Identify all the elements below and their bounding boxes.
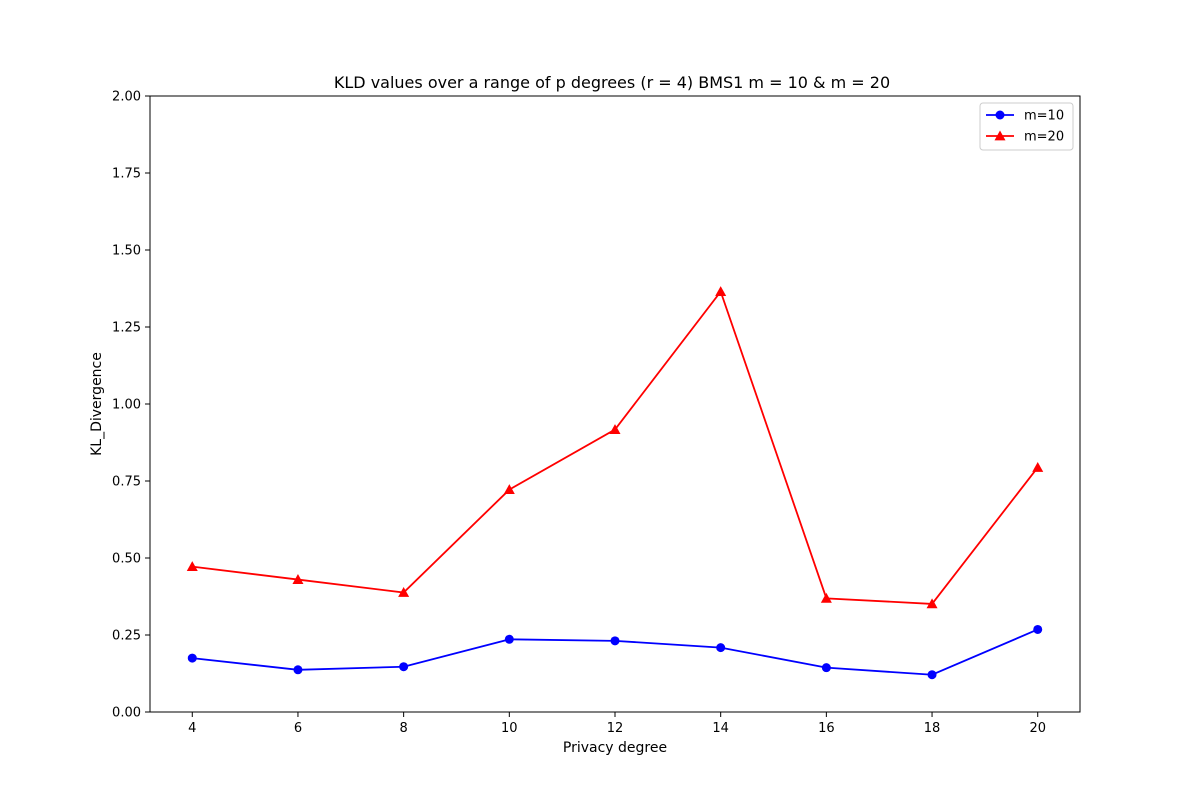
x-tick-label: 12 — [607, 721, 624, 736]
x-tick-label: 8 — [399, 721, 407, 736]
data-point — [1033, 624, 1043, 634]
data-point — [399, 662, 409, 672]
data-point — [187, 653, 197, 663]
data-point — [610, 636, 620, 646]
y-axis-label: KL_Divergence — [89, 352, 105, 456]
x-axis-label: Privacy degree — [563, 740, 667, 756]
x-tick-label: 4 — [188, 721, 196, 736]
legend-marker — [995, 110, 1005, 120]
x-tick-label: 14 — [712, 721, 729, 736]
y-tick-label: 0.50 — [112, 552, 141, 567]
y-tick-label: 2.00 — [112, 90, 141, 105]
plot-area — [186, 286, 1044, 680]
y-tick-label: 1.75 — [112, 167, 141, 182]
x-tick-label: 6 — [294, 721, 302, 736]
x-tick-label: 18 — [924, 721, 941, 736]
legend-marker — [994, 130, 1006, 141]
data-point — [927, 670, 937, 680]
data-point — [293, 665, 303, 675]
chart-title: KLD values over a range of p degrees (r … — [334, 73, 890, 92]
data-point — [504, 634, 514, 644]
x-tick-label: 10 — [501, 721, 518, 736]
x-tick-label: 16 — [818, 721, 835, 736]
x-axis: 4 6 8 10 12 14 16 18 20 — [188, 712, 1046, 736]
data-point — [821, 663, 831, 673]
data-point — [1032, 461, 1044, 472]
y-tick-label: 1.00 — [112, 398, 141, 413]
data-point — [398, 586, 410, 597]
y-axis: 0.00 0.25 0.50 0.75 1.00 1.25 1.50 1.75 2.00 — [112, 90, 150, 721]
series-m-20 — [186, 286, 1044, 609]
y-tick-label: 0.00 — [112, 706, 141, 721]
data-point — [820, 592, 832, 603]
y-tick-label: 0.25 — [112, 629, 141, 644]
y-tick-label: 1.50 — [112, 244, 141, 259]
data-point — [186, 561, 198, 572]
series-m-10 — [187, 624, 1043, 680]
data-point — [292, 574, 304, 584]
data-point — [926, 598, 938, 609]
data-point — [609, 424, 621, 434]
data-point — [716, 643, 726, 653]
data-point — [503, 484, 515, 495]
legend-label: m=10 — [1024, 109, 1064, 124]
data-point — [715, 286, 727, 296]
y-tick-label: 0.75 — [112, 475, 141, 490]
legend: m=10 m=20 — [979, 102, 1074, 151]
legend-label: m=20 — [1024, 130, 1064, 145]
x-tick-label: 20 — [1029, 721, 1046, 736]
y-tick-label: 1.25 — [112, 321, 141, 336]
